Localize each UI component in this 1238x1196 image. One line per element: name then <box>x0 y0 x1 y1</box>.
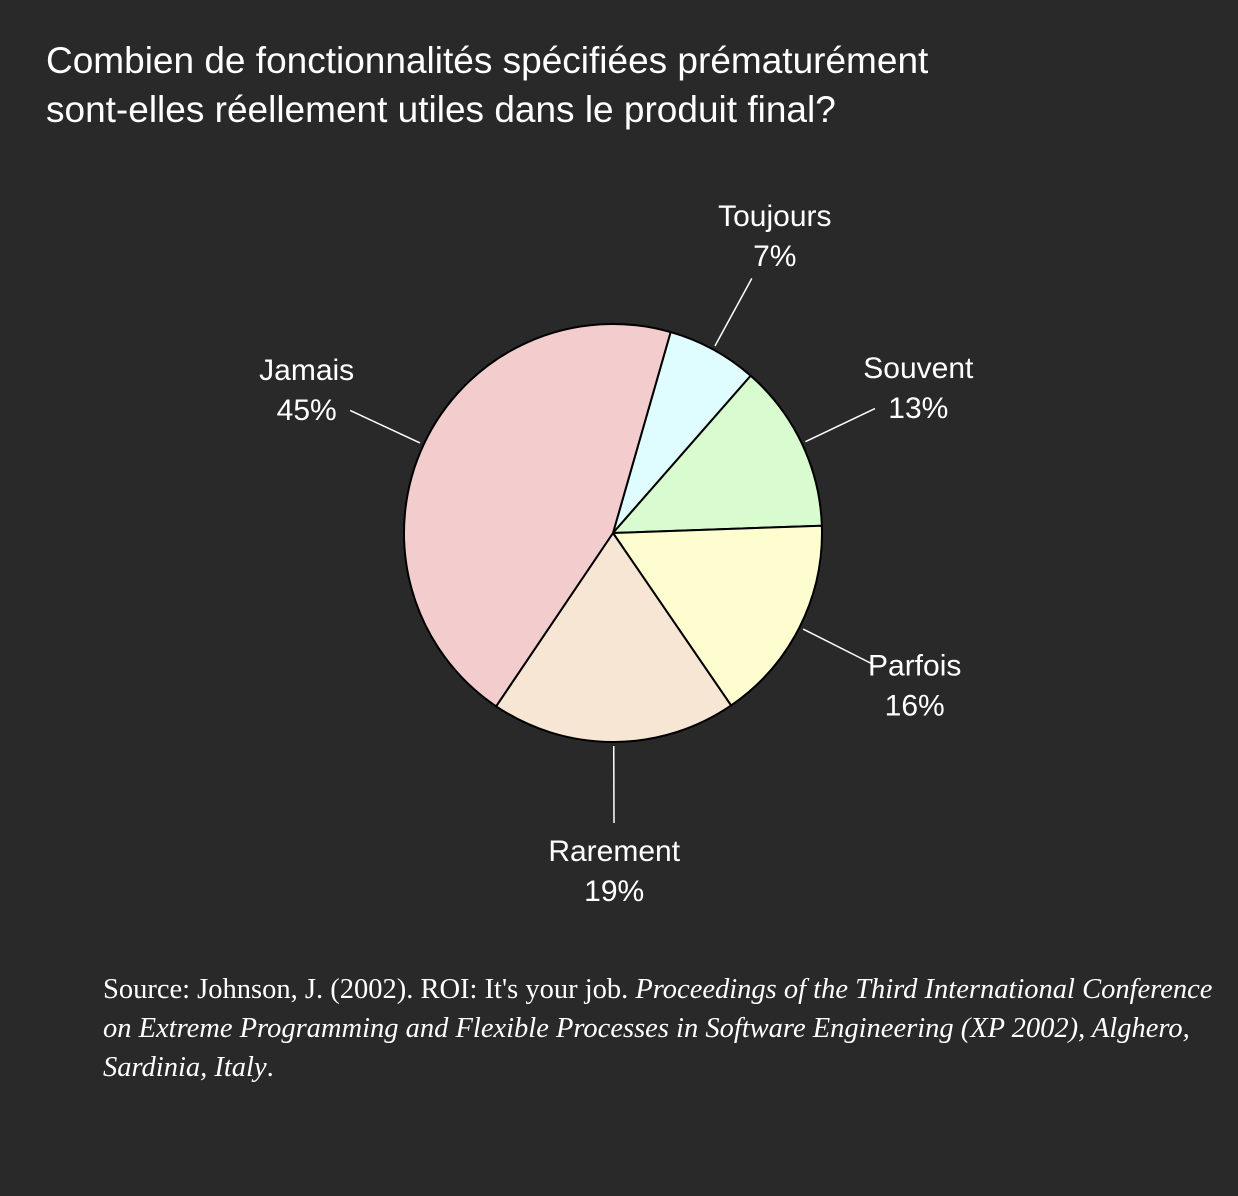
pie-labels: Toujours 7% Souvent 13% Parfois 16% Rarement 19… <box>259 200 974 908</box>
chart-title-line-2: sont-elles réellement utiles dans le pro… <box>46 89 836 130</box>
slice-label-souvent: Souvent 13% <box>863 352 974 425</box>
pie-slice-souvent <box>612 374 823 534</box>
slice-percent-rarement: 19% <box>584 875 644 908</box>
leader-line-toujours <box>714 278 753 347</box>
slice-category-souvent: Souvent <box>863 352 974 385</box>
pie-slice-jamais <box>403 323 672 708</box>
slice-category-jamais: Jamais <box>259 354 354 387</box>
chart-title-line-1: Combien de fonctionnalités spécifiées pr… <box>46 40 929 81</box>
slice-label-parfois: Parfois 16% <box>868 649 961 722</box>
slice-percent-toujours: 7% <box>753 240 796 273</box>
leader-line-jamais <box>349 409 421 444</box>
leader-line-parfois <box>802 628 873 665</box>
pie-slice-parfois <box>612 524 823 707</box>
pie-slice-rarement <box>495 532 733 743</box>
slice-category-parfois: Parfois <box>868 649 961 682</box>
pie-leader-lines <box>349 278 876 824</box>
slice-percent-parfois: 16% <box>885 689 945 722</box>
chart-title: Combien de fonctionnalités spécifiées pr… <box>46 36 1146 134</box>
slice-percent-jamais: 45% <box>277 394 337 427</box>
slice-category-toujours: Toujours <box>718 200 831 233</box>
leader-line-souvent <box>805 407 876 443</box>
source-suffix: . <box>266 1052 274 1083</box>
slice-label-toujours: Toujours 7% <box>718 200 831 273</box>
source-prefix: Source: Johnson, J. (2002). ROI: It's yo… <box>103 974 636 1005</box>
slice-percent-souvent: 13% <box>888 392 948 425</box>
slice-label-rarement: Rarement 19% <box>548 835 680 908</box>
slice-category-rarement: Rarement <box>548 835 680 868</box>
source-italic: Proceedings of the Third International C… <box>103 974 1213 1083</box>
slice-label-jamais: Jamais 45% <box>259 354 354 427</box>
pie-slices <box>403 323 823 743</box>
source-citation: Source: Johnson, J. (2002). ROI: It's yo… <box>103 970 1213 1087</box>
